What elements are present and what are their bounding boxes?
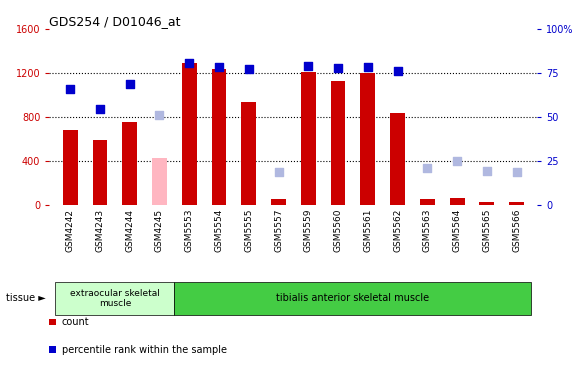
Text: GSM4242: GSM4242 (66, 209, 75, 252)
Bar (479, 202, 494, 205)
Bar (301, 72, 315, 205)
Point (274, 169, 283, 175)
Point (482, 168, 492, 174)
Point (66, 86, 75, 92)
Text: GDS254 / D01046_at: GDS254 / D01046_at (49, 15, 181, 28)
Text: GSM4245: GSM4245 (155, 209, 164, 252)
Point (393, 68, 402, 74)
Text: GSM5566: GSM5566 (512, 209, 521, 252)
Bar (92, 140, 107, 205)
Bar (122, 122, 137, 205)
Text: GSM4243: GSM4243 (95, 209, 105, 252)
Text: GSM5555: GSM5555 (244, 209, 253, 252)
Text: GSM5560: GSM5560 (333, 209, 343, 252)
Point (155, 112, 164, 118)
Point (185, 60, 194, 66)
Bar (63, 130, 78, 205)
Bar (450, 198, 465, 205)
Text: tissue ►: tissue ► (6, 293, 45, 303)
Point (512, 169, 521, 175)
Text: GSM5557: GSM5557 (274, 209, 283, 252)
Bar (271, 199, 286, 205)
Point (214, 64, 224, 70)
Text: extraocular skeletal
muscle: extraocular skeletal muscle (70, 288, 160, 308)
Point (95, 107, 105, 112)
Text: GSM5565: GSM5565 (482, 209, 492, 252)
Point (422, 165, 432, 171)
Text: GSM5564: GSM5564 (453, 209, 461, 252)
Bar (55, 282, 174, 315)
Bar (211, 69, 227, 205)
Text: GSM5559: GSM5559 (304, 209, 313, 252)
Bar (241, 102, 256, 205)
Text: percentile rank within the sample: percentile rank within the sample (62, 344, 227, 355)
Bar (152, 158, 167, 205)
Text: GSM5554: GSM5554 (214, 209, 224, 252)
Point (244, 66, 253, 72)
Point (333, 65, 343, 71)
Text: GSM4244: GSM4244 (125, 209, 134, 252)
Text: tibialis anterior skeletal muscle: tibialis anterior skeletal muscle (277, 293, 429, 303)
Bar (390, 113, 405, 205)
Bar (174, 282, 532, 315)
Text: GSM5561: GSM5561 (363, 209, 372, 252)
Text: GSM5553: GSM5553 (185, 209, 193, 252)
Point (304, 63, 313, 68)
Text: GSM5563: GSM5563 (423, 209, 432, 252)
Bar (509, 202, 524, 205)
Bar (331, 81, 346, 205)
Point (453, 158, 462, 164)
Text: GSM5562: GSM5562 (393, 209, 402, 252)
Bar (420, 199, 435, 205)
Bar (182, 63, 197, 205)
Point (125, 81, 134, 87)
Point (363, 64, 372, 70)
Bar (360, 73, 375, 205)
Text: count: count (62, 317, 89, 327)
